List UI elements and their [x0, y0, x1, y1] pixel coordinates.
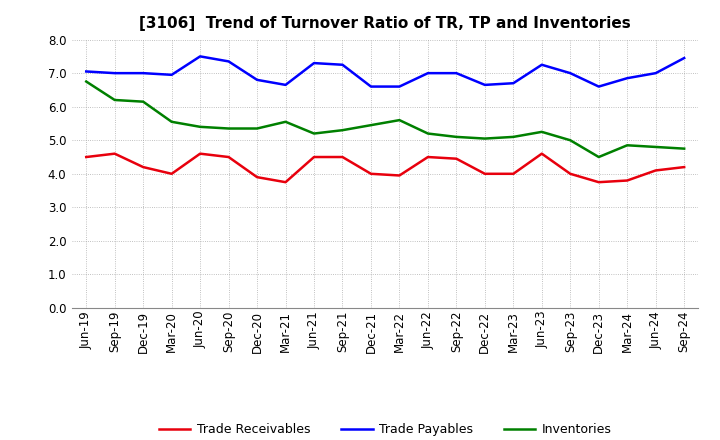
Trade Receivables	[196, 151, 204, 156]
Trade Receivables	[395, 173, 404, 178]
Trade Receivables	[680, 165, 688, 170]
Trade Receivables	[652, 168, 660, 173]
Trade Receivables	[509, 171, 518, 176]
Inventories	[395, 117, 404, 123]
Inventories	[196, 124, 204, 129]
Inventories	[623, 143, 631, 148]
Trade Payables	[139, 70, 148, 76]
Trade Payables	[110, 70, 119, 76]
Inventories	[480, 136, 489, 141]
Inventories	[110, 97, 119, 103]
Trade Receivables	[310, 154, 318, 160]
Trade Receivables	[82, 154, 91, 160]
Trade Payables	[509, 81, 518, 86]
Trade Receivables	[423, 154, 432, 160]
Inventories	[253, 126, 261, 131]
Inventories	[338, 128, 347, 133]
Line: Trade Payables: Trade Payables	[86, 56, 684, 87]
Trade Receivables	[623, 178, 631, 183]
Inventories	[595, 154, 603, 160]
Trade Receivables	[282, 180, 290, 185]
Inventories	[282, 119, 290, 125]
Trade Receivables	[110, 151, 119, 156]
Trade Receivables	[452, 156, 461, 161]
Trade Payables	[480, 82, 489, 88]
Trade Payables	[537, 62, 546, 67]
Trade Receivables	[566, 171, 575, 176]
Inventories	[225, 126, 233, 131]
Trade Payables	[225, 59, 233, 64]
Trade Payables	[452, 70, 461, 76]
Trade Receivables	[595, 180, 603, 185]
Trade Payables	[680, 55, 688, 61]
Trade Payables	[395, 84, 404, 89]
Legend: Trade Receivables, Trade Payables, Inventories: Trade Receivables, Trade Payables, Inven…	[154, 418, 616, 440]
Inventories	[680, 146, 688, 151]
Trade Payables	[338, 62, 347, 67]
Inventories	[537, 129, 546, 135]
Trade Receivables	[225, 154, 233, 160]
Inventories	[452, 134, 461, 139]
Line: Trade Receivables: Trade Receivables	[86, 154, 684, 182]
Trade Payables	[595, 84, 603, 89]
Trade Payables	[82, 69, 91, 74]
Trade Receivables	[338, 154, 347, 160]
Inventories	[310, 131, 318, 136]
Trade Payables	[652, 70, 660, 76]
Line: Inventories: Inventories	[86, 81, 684, 157]
Trade Payables	[566, 70, 575, 76]
Trade Payables	[366, 84, 375, 89]
Trade Receivables	[253, 175, 261, 180]
Inventories	[82, 79, 91, 84]
Trade Receivables	[366, 171, 375, 176]
Trade Receivables	[480, 171, 489, 176]
Inventories	[566, 138, 575, 143]
Title: [3106]  Trend of Turnover Ratio of TR, TP and Inventories: [3106] Trend of Turnover Ratio of TR, TP…	[140, 16, 631, 32]
Inventories	[366, 122, 375, 128]
Trade Receivables	[139, 165, 148, 170]
Inventories	[652, 144, 660, 150]
Trade Payables	[310, 60, 318, 66]
Inventories	[139, 99, 148, 104]
Trade Payables	[623, 76, 631, 81]
Trade Payables	[253, 77, 261, 82]
Inventories	[423, 131, 432, 136]
Trade Receivables	[537, 151, 546, 156]
Trade Payables	[196, 54, 204, 59]
Inventories	[509, 134, 518, 139]
Trade Payables	[167, 72, 176, 77]
Trade Receivables	[167, 171, 176, 176]
Trade Payables	[423, 70, 432, 76]
Inventories	[167, 119, 176, 125]
Trade Payables	[282, 82, 290, 88]
